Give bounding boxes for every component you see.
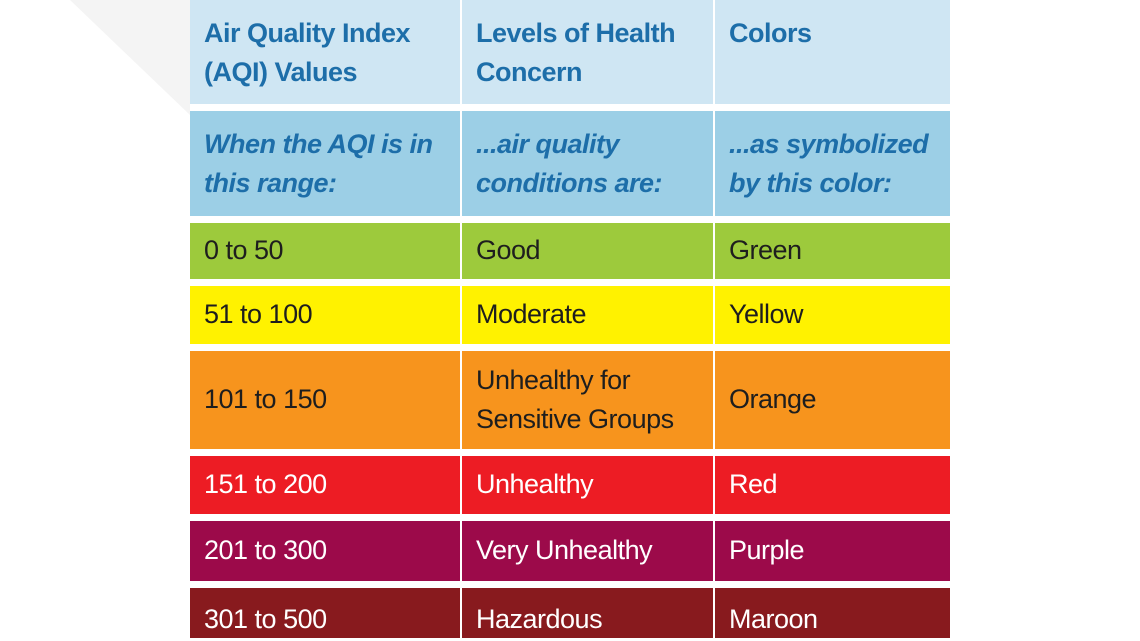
row-hazardous-color: Maroon bbox=[715, 588, 950, 638]
header-aqi-values: Air Quality Index (AQI) Values bbox=[190, 0, 460, 104]
row-hazardous-range: 301 to 500 bbox=[190, 588, 460, 638]
row-moderate-range: 51 to 100 bbox=[190, 286, 460, 344]
row-very-unhealthy-color: Purple bbox=[715, 521, 950, 581]
header-health-concern: Levels of Health Concern bbox=[462, 0, 713, 104]
subheader-symbol-color: ...as symbolized by this color: bbox=[715, 111, 950, 216]
row-unhealthy-range: 151 to 200 bbox=[190, 456, 460, 514]
row-usg-color: Orange bbox=[715, 351, 950, 449]
row-unhealthy-level: Unhealthy bbox=[462, 456, 713, 514]
row-usg-range: 101 to 150 bbox=[190, 351, 460, 449]
subheader-range: When the AQI is in this range: bbox=[190, 111, 460, 216]
subheader-conditions: ...air quality conditions are: bbox=[462, 111, 713, 216]
row-moderate-color: Yellow bbox=[715, 286, 950, 344]
row-good-level: Good bbox=[462, 223, 713, 279]
header-colors: Colors bbox=[715, 0, 950, 104]
row-very-unhealthy-range: 201 to 300 bbox=[190, 521, 460, 581]
row-good-color: Green bbox=[715, 223, 950, 279]
row-moderate-level: Moderate bbox=[462, 286, 713, 344]
aqi-table: Air Quality Index (AQI) Values Levels of… bbox=[190, 0, 950, 638]
row-good-range: 0 to 50 bbox=[190, 223, 460, 279]
row-usg-level: Unhealthy for Sensitive Groups bbox=[462, 351, 713, 449]
row-hazardous-level: Hazardous bbox=[462, 588, 713, 638]
row-very-unhealthy-level: Very Unhealthy bbox=[462, 521, 713, 581]
row-unhealthy-color: Red bbox=[715, 456, 950, 514]
